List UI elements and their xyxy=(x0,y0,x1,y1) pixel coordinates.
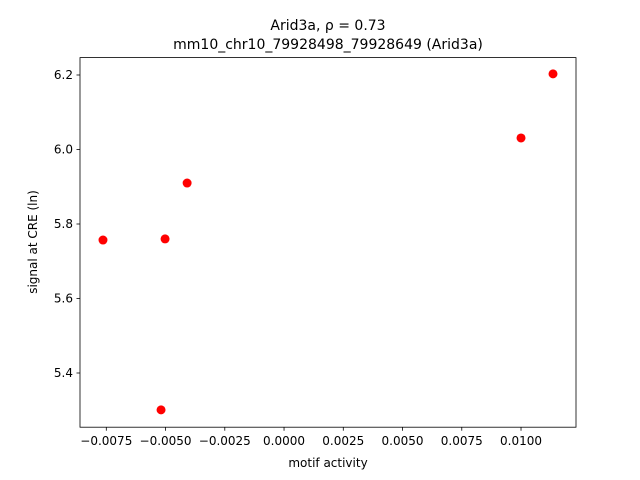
x-tick-label: −0.0075 xyxy=(80,434,132,448)
plot-frame xyxy=(79,57,577,428)
chart-title: Arid3a, ρ = 0.73 xyxy=(270,18,385,34)
point xyxy=(182,178,192,188)
x-tick-label: 0.0100 xyxy=(500,434,542,448)
x-tick-label: −0.0050 xyxy=(140,434,192,448)
x-tick-label: 0.0050 xyxy=(382,434,424,448)
point xyxy=(160,234,170,244)
y-tick-label: 5.8 xyxy=(54,217,73,231)
x-tick-label: 0.0075 xyxy=(441,434,483,448)
chart-subtitle: mm10_chr10_79928498_79928649 (Arid3a) xyxy=(173,37,483,53)
y-tick-label: 6.0 xyxy=(54,142,73,156)
x-axis-label: motif activity xyxy=(288,456,367,470)
y-axis-label: signal at CRE (ln) xyxy=(26,190,40,294)
point xyxy=(156,405,166,415)
y-tick-label: 6.2 xyxy=(54,68,73,82)
x-tick-label: −0.0025 xyxy=(199,434,251,448)
x-tick-label: 0.0025 xyxy=(322,434,364,448)
point xyxy=(516,133,526,143)
x-tick-label: 0.0000 xyxy=(263,434,305,448)
point xyxy=(98,235,108,245)
point xyxy=(548,69,558,79)
y-tick-label: 5.4 xyxy=(54,366,73,380)
y-tick-label: 5.6 xyxy=(54,291,73,305)
